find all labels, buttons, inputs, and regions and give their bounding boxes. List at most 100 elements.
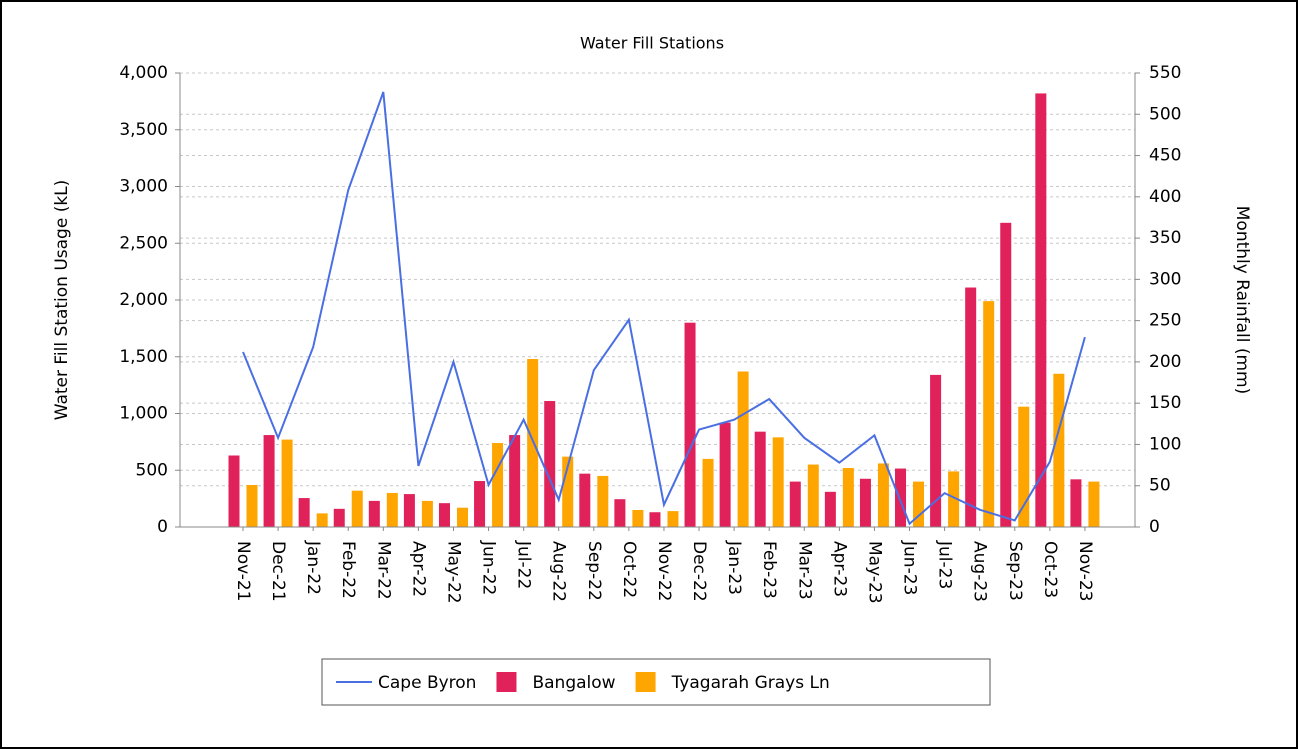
y2-tick-label: 250 — [1149, 311, 1181, 331]
x-tick-label: Sep-23 — [1005, 541, 1025, 601]
bar — [562, 456, 574, 527]
x-tick-label: Nov-23 — [1075, 541, 1095, 602]
bar — [1018, 406, 1030, 527]
x-tick-label: Mar-23 — [794, 541, 814, 600]
y2-tick-label: 300 — [1149, 269, 1181, 289]
y-tick-label: 0 — [157, 517, 168, 537]
y2-axis-label: Monthly Rainfall (mm) — [1232, 206, 1252, 394]
bar — [789, 481, 801, 527]
bar — [509, 435, 521, 527]
bar — [1053, 373, 1065, 527]
x-tick-label: Oct-23 — [1040, 541, 1060, 598]
y2-tick-label: 150 — [1149, 393, 1181, 413]
x-tick-label: Sep-22 — [584, 541, 604, 601]
y2-tick-label: 0 — [1149, 517, 1160, 537]
x-tick-label: Apr-22 — [408, 541, 428, 597]
bar — [702, 458, 714, 527]
x-tick-label: Apr-23 — [829, 541, 849, 597]
legend-box — [321, 658, 991, 706]
bar — [632, 509, 644, 527]
bar — [421, 500, 433, 527]
bar — [298, 498, 310, 527]
bar — [1070, 479, 1082, 527]
x-tick-label: Jul-23 — [935, 540, 955, 589]
y2-tick-label: 500 — [1149, 104, 1181, 124]
x-tick-label: Oct-22 — [619, 541, 639, 598]
bar — [351, 490, 363, 527]
bar — [597, 475, 609, 527]
x-tick-label: Feb-23 — [759, 541, 779, 599]
bar — [824, 491, 836, 527]
x-tick-label: Aug-23 — [970, 541, 990, 602]
x-tick-label: Nov-22 — [654, 541, 674, 602]
y-tick-label: 2,500 — [119, 233, 168, 253]
bar — [1000, 222, 1012, 527]
y-axis-label: Water Fill Station Usage (kL) — [52, 180, 72, 421]
y-tick-label: 1,500 — [119, 347, 168, 367]
y2-tick-label: 400 — [1149, 187, 1181, 207]
x-tick-label: Aug-22 — [549, 541, 569, 602]
bar — [368, 500, 380, 527]
y-tick-label: 500 — [136, 460, 168, 480]
bar — [474, 481, 486, 527]
x-tick-label: Nov-21 — [233, 541, 253, 602]
y2-tick-label: 550 — [1149, 63, 1181, 83]
bar — [859, 478, 871, 527]
bar — [877, 463, 889, 527]
bar — [1035, 93, 1047, 528]
x-tick-label: Jun-22 — [479, 540, 499, 595]
y2-tick-label: 50 — [1149, 476, 1171, 496]
x-tick-label: Dec-22 — [689, 541, 709, 602]
bar — [649, 512, 661, 527]
y2-tick-label: 450 — [1149, 146, 1181, 166]
y-tick-label: 1,000 — [119, 404, 168, 424]
bar — [667, 511, 679, 527]
bar — [456, 507, 468, 527]
legend-swatch — [496, 672, 517, 692]
x-tick-label: Jul-22 — [514, 540, 534, 589]
line-series — [242, 91, 1086, 526]
bar — [684, 322, 696, 527]
bar — [965, 287, 977, 527]
x-tick-label: Jun-23 — [900, 540, 920, 595]
x-tick-label: May-22 — [443, 541, 463, 604]
bar — [842, 467, 854, 527]
bar — [754, 431, 766, 527]
bar — [403, 494, 415, 527]
bar — [527, 359, 539, 527]
x-tick-label: Dec-21 — [268, 541, 288, 602]
legend-label: Cape Byron — [378, 673, 476, 693]
y-tick-label: 4,000 — [119, 63, 168, 83]
x-tick-label: Mar-22 — [373, 541, 393, 600]
chart-title: Water Fill Stations — [580, 34, 724, 53]
bar — [281, 439, 293, 527]
x-tick-label: Jan-23 — [724, 540, 744, 595]
bar — [614, 499, 626, 527]
x-tick-label: May-23 — [864, 541, 884, 604]
legend-swatch — [635, 672, 656, 692]
bar — [544, 401, 556, 527]
bar — [948, 471, 960, 527]
bar — [316, 513, 328, 527]
bar — [807, 464, 819, 527]
bar — [579, 473, 591, 527]
bar — [1088, 481, 1100, 527]
y-tick-label: 3,000 — [119, 177, 168, 197]
legend-label: Bangalow — [532, 673, 615, 693]
legend: Cape Byron Bangalow Tyagarah Grays Ln — [321, 658, 991, 706]
bar — [913, 481, 925, 527]
y2-tick-label: 200 — [1149, 352, 1181, 372]
bar — [737, 371, 749, 527]
bar — [983, 301, 995, 527]
y-tick-label: 3,500 — [119, 120, 168, 140]
bar — [333, 508, 345, 527]
y2-tick-label: 100 — [1149, 434, 1181, 454]
x-tick-label: Feb-22 — [338, 541, 358, 599]
bar — [386, 492, 398, 527]
bar — [895, 468, 907, 527]
bar — [246, 485, 258, 527]
bar — [719, 422, 731, 527]
bar — [228, 455, 240, 527]
